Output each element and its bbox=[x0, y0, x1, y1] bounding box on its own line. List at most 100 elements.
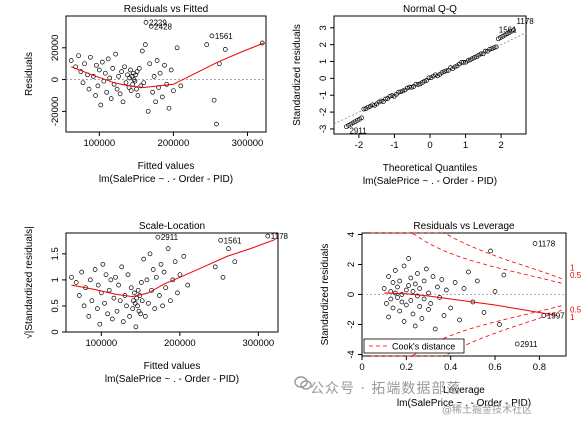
data-point bbox=[105, 56, 111, 62]
cooks-distance-contour bbox=[370, 232, 562, 284]
data-point bbox=[102, 300, 107, 306]
data-point bbox=[397, 308, 403, 314]
data-point bbox=[514, 341, 520, 347]
data-point bbox=[461, 286, 467, 291]
data-point bbox=[111, 295, 117, 301]
data-point bbox=[178, 83, 184, 89]
data-point bbox=[383, 96, 388, 102]
data-point bbox=[412, 323, 418, 329]
point-annotation: 2911 bbox=[349, 127, 367, 136]
data-point bbox=[79, 269, 85, 275]
chart-title: Normal Q-Q bbox=[403, 4, 457, 15]
contour-label: 0.5 bbox=[570, 306, 582, 315]
data-point bbox=[403, 302, 409, 308]
y-axis-label: Residuals bbox=[24, 52, 35, 96]
data-point bbox=[209, 33, 215, 39]
data-point bbox=[487, 46, 493, 52]
point-annotation: 1561 bbox=[215, 32, 233, 41]
point-annotation: 2911 bbox=[520, 340, 538, 349]
data-point bbox=[398, 89, 404, 95]
y-axis-label: √|Standardized residuals| bbox=[23, 226, 35, 338]
data-point bbox=[370, 102, 375, 108]
data-point bbox=[134, 86, 139, 92]
data-point bbox=[124, 303, 129, 309]
data-point bbox=[443, 68, 449, 74]
data-point bbox=[158, 261, 164, 267]
data-point bbox=[441, 313, 447, 318]
data-point bbox=[214, 121, 219, 127]
data-point bbox=[117, 298, 123, 304]
data-point bbox=[157, 70, 163, 76]
data-point bbox=[421, 296, 427, 302]
point-annotation: 1561 bbox=[224, 236, 242, 245]
point-annotation: 2911 bbox=[161, 233, 179, 242]
y-tick-label: -20000 bbox=[50, 97, 61, 127]
data-point bbox=[133, 324, 139, 330]
data-point bbox=[433, 72, 438, 78]
data-point bbox=[392, 268, 398, 273]
data-point bbox=[160, 303, 165, 309]
data-point bbox=[161, 269, 167, 275]
y-tick-label: -2 bbox=[346, 320, 357, 328]
panel-4: Residuals vs Leverage 0 0.2 0.4 0.6 0.8 -4 -2 0 2… bbox=[320, 221, 582, 409]
x-axis-label: Fitted values bbox=[138, 161, 195, 172]
data-point bbox=[165, 246, 171, 251]
data-point bbox=[466, 269, 471, 275]
data-point bbox=[174, 45, 180, 51]
data-point bbox=[142, 42, 148, 47]
y-tick-label: 0 bbox=[346, 292, 357, 297]
data-point bbox=[93, 93, 98, 98]
data-point bbox=[154, 58, 160, 63]
data-point bbox=[98, 102, 104, 108]
data-point bbox=[401, 319, 407, 324]
y-tick-label: -2 bbox=[318, 108, 329, 116]
data-point bbox=[426, 307, 431, 312]
x-tick-label: 100000 bbox=[85, 338, 117, 349]
data-point bbox=[107, 75, 113, 81]
loess-line bbox=[384, 292, 558, 316]
y-tick-label: -1 bbox=[318, 91, 329, 99]
data-point bbox=[153, 274, 159, 280]
data-point bbox=[97, 321, 103, 327]
watermark: 公众号 · 拓端数据部落 @稀土掘金技术社区 bbox=[294, 376, 582, 416]
y-tick-label: -4 bbox=[346, 350, 357, 358]
y-tick-label: 1 bbox=[50, 277, 61, 282]
y-tick-label: 20000 bbox=[50, 35, 61, 61]
data-point bbox=[423, 266, 429, 272]
chart-title: Scale-Location bbox=[139, 221, 205, 232]
data-point bbox=[461, 60, 466, 65]
legend-box bbox=[363, 338, 465, 354]
wechat-icon bbox=[294, 376, 312, 390]
data-point bbox=[106, 287, 112, 293]
data-point bbox=[86, 86, 92, 92]
data-point bbox=[406, 256, 411, 261]
data-point bbox=[163, 285, 169, 291]
data-point bbox=[94, 62, 99, 68]
data-point bbox=[145, 108, 151, 114]
data-point bbox=[114, 86, 120, 92]
y-tick-label: 0 bbox=[50, 77, 61, 82]
data-point bbox=[378, 98, 384, 104]
data-point bbox=[95, 306, 100, 311]
y-tick-label: 4 bbox=[346, 232, 357, 237]
legend-label: Cook's distance bbox=[392, 342, 455, 352]
data-point bbox=[92, 267, 98, 272]
data-point bbox=[172, 259, 178, 265]
data-point bbox=[386, 314, 391, 320]
contour-label: 1 bbox=[570, 313, 575, 322]
data-point bbox=[415, 82, 421, 87]
data-point bbox=[211, 97, 217, 103]
data-point bbox=[127, 314, 132, 319]
y-tick-label: 0 bbox=[318, 76, 329, 81]
data-point bbox=[157, 293, 162, 298]
x-tick-label: -2 bbox=[355, 140, 363, 151]
watermark-main-text: 公众号 · 拓端数据部落 bbox=[310, 381, 462, 397]
qq-reference-line bbox=[333, 32, 527, 125]
data-point bbox=[168, 298, 173, 304]
data-point bbox=[110, 66, 116, 71]
data-point bbox=[381, 286, 387, 291]
data-point bbox=[532, 241, 538, 246]
data-point bbox=[134, 69, 140, 74]
data-point bbox=[493, 44, 499, 50]
